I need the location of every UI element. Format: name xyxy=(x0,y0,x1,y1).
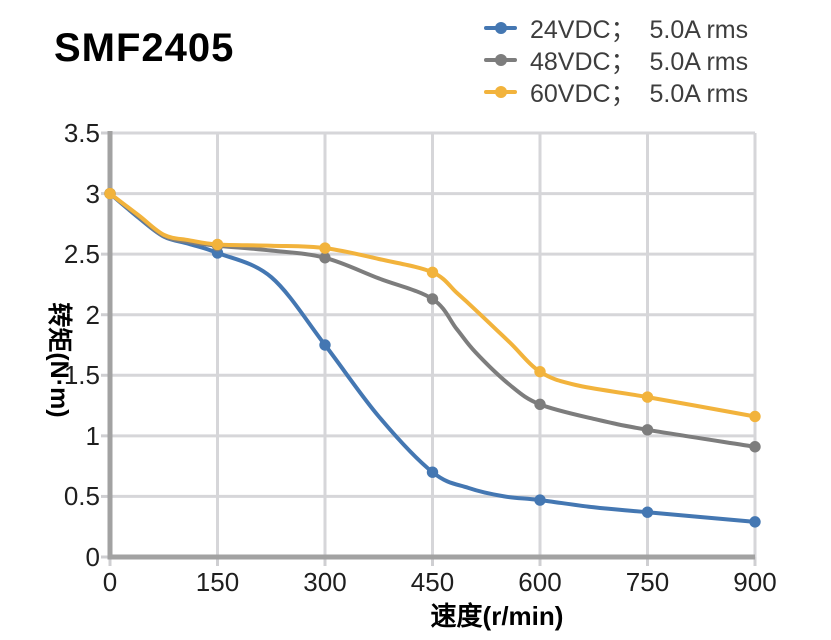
legend: 24VDC； 5.0A rms 48VDC； 5.0A rms 60VDC； 5… xyxy=(484,12,748,108)
y-tick-label: 0 xyxy=(85,542,100,572)
data-point-marker xyxy=(104,187,116,200)
y-axis-label: 转矩(N·m) xyxy=(45,302,73,418)
x-tick-label: 0 xyxy=(102,567,118,597)
legend-line-marker-icon xyxy=(484,54,517,66)
y-tick-label: 3 xyxy=(85,178,100,209)
data-point-marker xyxy=(319,252,331,264)
data-point-marker xyxy=(641,391,654,403)
y-tick-label: 0.5 xyxy=(63,481,100,512)
data-point-marker xyxy=(534,365,546,378)
data-point-marker xyxy=(534,494,546,506)
data-point-marker xyxy=(749,441,761,453)
legend-dot-icon xyxy=(494,54,507,66)
series-line xyxy=(108,191,757,419)
data-point-marker xyxy=(319,242,331,254)
legend-dot-icon xyxy=(494,86,507,98)
x-tick-label: 600 xyxy=(518,567,562,597)
data-point-marker xyxy=(534,398,546,411)
data-point-marker xyxy=(641,424,654,436)
data-point-marker xyxy=(426,466,439,478)
legend-item-24vdc: 24VDC； 5.0A rms xyxy=(484,12,748,44)
y-tick-label: 3.5 xyxy=(63,118,100,148)
x-axis-label: 速度(r/min) xyxy=(430,601,564,631)
data-point-marker xyxy=(749,410,761,423)
x-tick-label: 150 xyxy=(195,567,240,597)
x-tick-label: 900 xyxy=(733,567,777,597)
legend-line-marker-icon xyxy=(484,86,517,98)
legend-item-48vdc: 48VDC； 5.0A rms xyxy=(484,44,748,76)
x-tick-label: 300 xyxy=(303,567,347,597)
legend-dot-icon xyxy=(494,22,507,34)
y-tick-label: 2 xyxy=(85,299,100,330)
legend-item-60vdc: 60VDC； 5.0A rms xyxy=(484,76,748,108)
data-point-marker xyxy=(641,506,654,518)
y-tick-label: 1 xyxy=(85,420,100,451)
data-point-marker xyxy=(749,516,761,528)
data-point-marker xyxy=(426,266,439,279)
data-point-marker xyxy=(426,293,439,305)
y-tick-label: 1.5 xyxy=(63,360,100,391)
x-tick-label: 750 xyxy=(625,567,670,597)
legend-label: 24VDC； 5.0A rms xyxy=(530,16,749,44)
legend-label: 48VDC； 5.0A rms xyxy=(530,48,749,76)
legend-label: 60VDC； 5.0A rms xyxy=(530,80,749,108)
data-point-marker xyxy=(211,238,224,251)
page-title: SMF2405 xyxy=(54,26,235,70)
x-tick-label: 450 xyxy=(410,567,455,597)
legend-line-marker-icon xyxy=(484,22,517,34)
data-point-marker xyxy=(319,339,331,351)
y-tick-label: 2.5 xyxy=(63,239,100,270)
